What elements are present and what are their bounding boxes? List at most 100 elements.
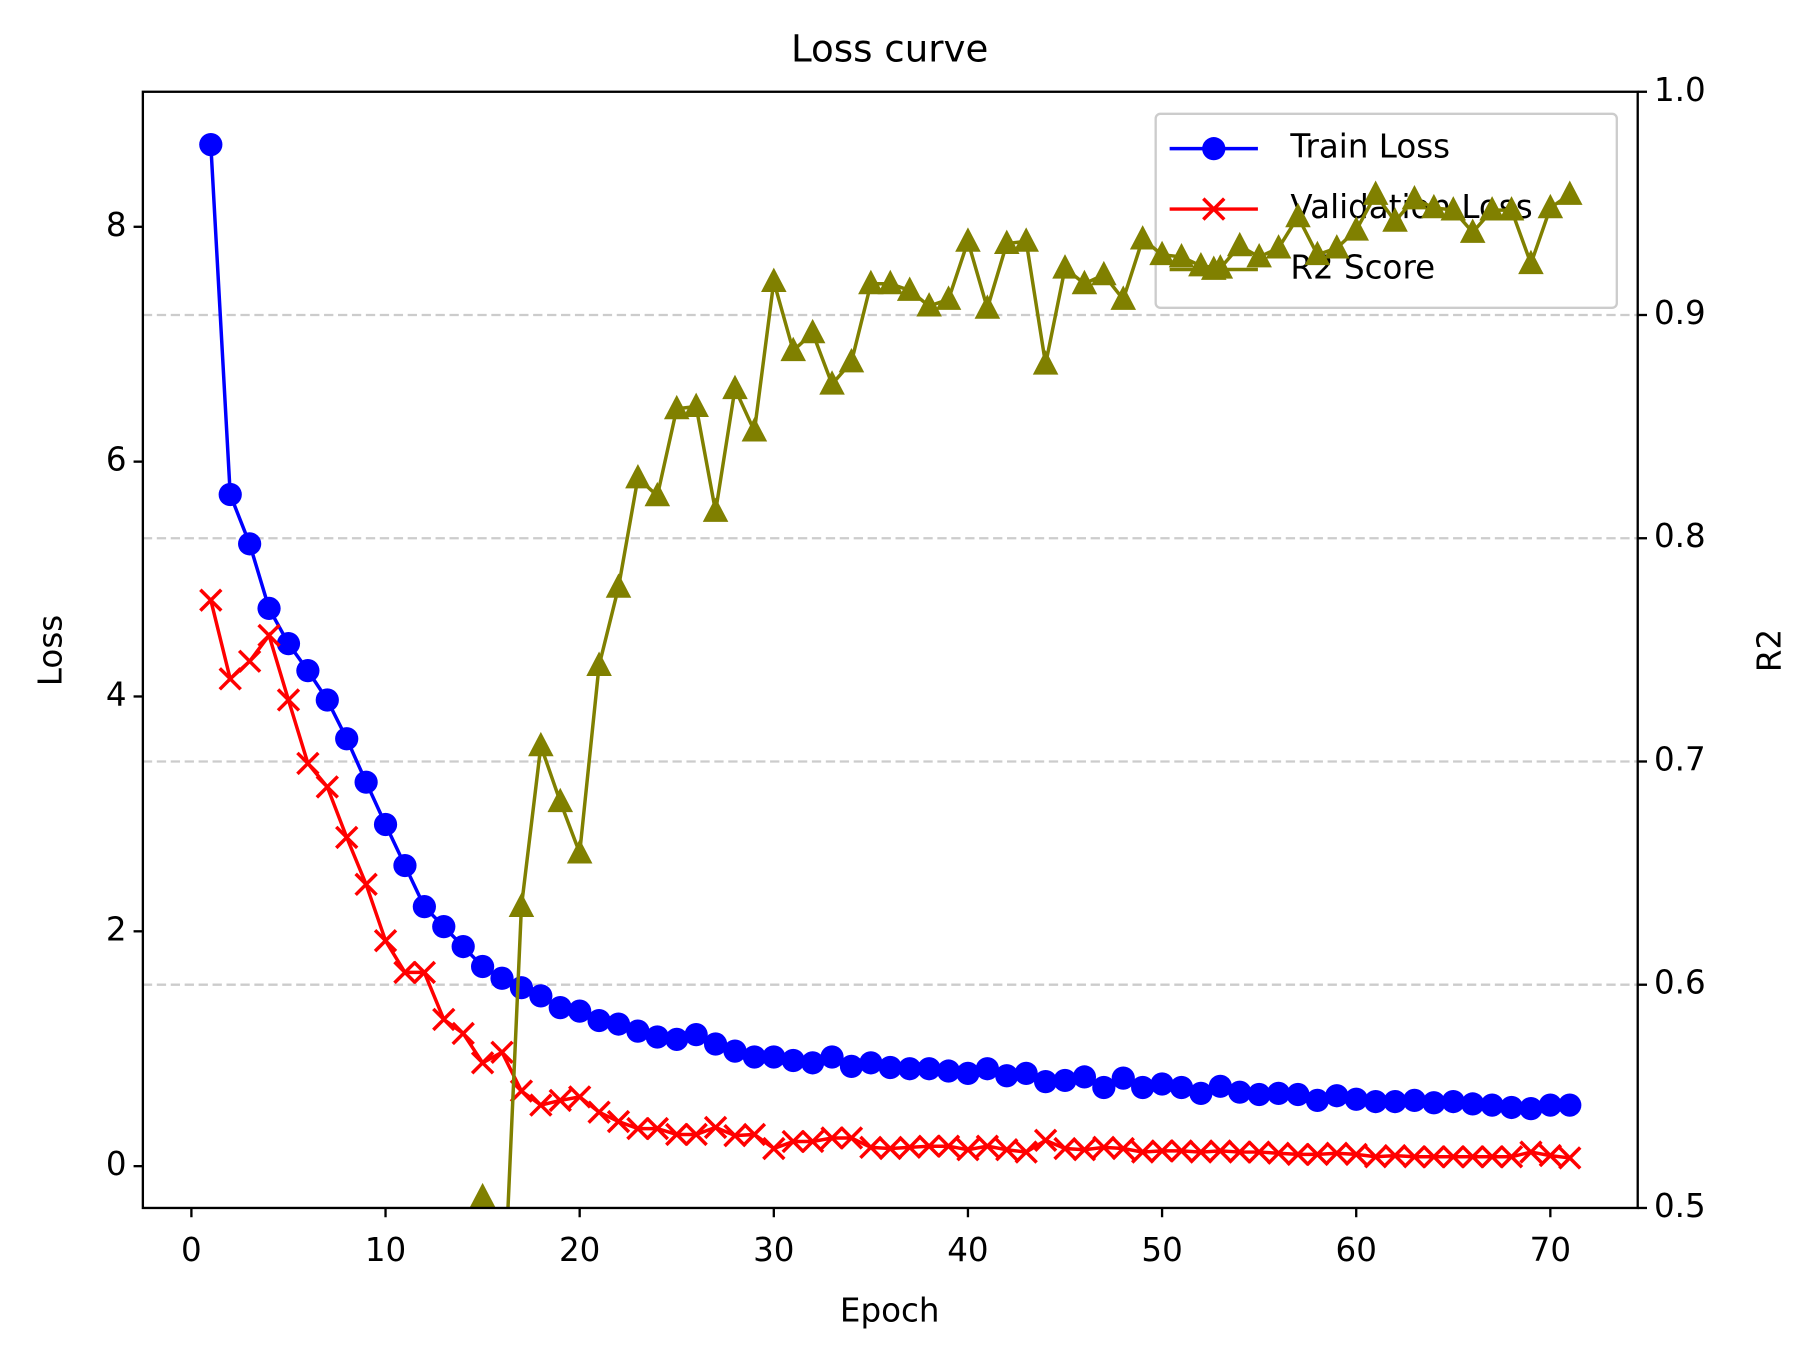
marker [199, 588, 223, 612]
marker [762, 1136, 786, 1161]
marker [819, 370, 845, 395]
marker [587, 1008, 611, 1033]
marker [547, 787, 574, 813]
marker [1558, 1146, 1582, 1170]
marker [665, 1122, 689, 1147]
marker [1344, 1142, 1368, 1167]
marker [1013, 227, 1039, 252]
x-tick-label: 30 [753, 1231, 794, 1269]
marker [878, 1055, 902, 1080]
plot-area [199, 132, 1582, 1170]
marker [625, 464, 651, 489]
marker [898, 1135, 922, 1160]
marker [896, 276, 923, 301]
marker [975, 1134, 1000, 1158]
marker [587, 1100, 611, 1124]
marker [956, 1061, 980, 1086]
legend-label: Train Loss [1289, 128, 1450, 166]
marker [1383, 1143, 1407, 1168]
marker [1441, 1089, 1465, 1114]
x-tick-label: 70 [1530, 1231, 1571, 1269]
marker [199, 132, 223, 157]
marker [956, 1138, 980, 1162]
marker [451, 1021, 475, 1046]
marker [1480, 1145, 1504, 1169]
marker [509, 976, 534, 1000]
marker [1208, 1074, 1232, 1098]
marker [1226, 231, 1253, 257]
marker [1033, 1070, 1058, 1094]
marker [1110, 285, 1137, 310]
marker [1129, 225, 1156, 250]
marker [432, 915, 456, 939]
marker [1092, 1075, 1116, 1100]
marker [780, 336, 806, 362]
marker [548, 1088, 572, 1113]
marker [567, 1085, 592, 1109]
marker [568, 999, 592, 1023]
marker [644, 481, 671, 507]
marker [993, 229, 1020, 255]
marker [1265, 234, 1292, 259]
marker [566, 839, 593, 864]
marker [781, 1048, 805, 1073]
y-tick-label: 4 [106, 675, 127, 713]
marker [1402, 1145, 1427, 1169]
marker [1304, 240, 1331, 266]
marker [470, 954, 495, 979]
marker [723, 1123, 747, 1148]
marker [412, 960, 437, 985]
marker [1558, 1093, 1582, 1117]
marker [432, 1007, 456, 1032]
marker [1033, 1128, 1058, 1153]
marker [335, 825, 359, 850]
marker [1266, 1141, 1291, 1165]
marker [276, 688, 301, 712]
marker [703, 1115, 728, 1140]
marker [1131, 1075, 1155, 1100]
marker [742, 1122, 767, 1147]
y-tick-label: 2 [106, 910, 127, 948]
marker [1014, 1061, 1038, 1086]
marker [1461, 1092, 1485, 1116]
marker [684, 1023, 708, 1047]
marker [296, 659, 320, 683]
marker [839, 1054, 864, 1078]
marker [800, 1129, 825, 1154]
marker [508, 892, 535, 918]
marker [838, 347, 865, 373]
marker [276, 632, 301, 656]
y-tick-label: 0 [106, 1145, 127, 1183]
marker [781, 1129, 805, 1154]
marker [663, 394, 690, 420]
marker [762, 1045, 786, 1069]
marker [315, 688, 339, 712]
marker [1325, 1084, 1349, 1108]
marker [723, 1039, 747, 1063]
marker [1305, 1142, 1330, 1167]
marker [218, 482, 242, 507]
marker [1286, 1082, 1310, 1107]
marker [1247, 1140, 1271, 1164]
marker [878, 1136, 902, 1161]
marker [218, 667, 242, 691]
marker [1207, 254, 1234, 279]
marker [1111, 1066, 1135, 1090]
marker [1343, 216, 1369, 241]
x-tick-label: 0 [181, 1231, 202, 1269]
marker [917, 1057, 941, 1081]
marker [1072, 1065, 1097, 1089]
marker [1498, 196, 1525, 221]
legend-marker [1202, 137, 1226, 161]
marker [1286, 1142, 1310, 1167]
marker [1324, 234, 1350, 259]
marker [1556, 180, 1583, 205]
marker [955, 227, 981, 252]
marker [1538, 1143, 1563, 1168]
marker [1285, 202, 1311, 228]
marker [1169, 1139, 1194, 1163]
marker [936, 1059, 961, 1083]
axes-frame [141, 90, 1639, 1210]
y-axis-label: Loss [31, 615, 69, 686]
marker [1499, 1145, 1524, 1169]
